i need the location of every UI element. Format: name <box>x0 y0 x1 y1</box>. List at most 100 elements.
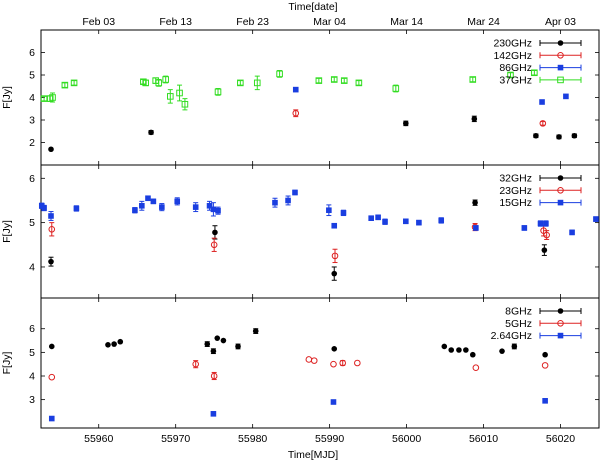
y-tick-label: 5 <box>29 217 35 229</box>
data-point <box>132 207 138 214</box>
data-point <box>48 146 54 153</box>
data-point <box>48 373 56 381</box>
data-point <box>375 214 381 221</box>
data-point <box>48 415 55 422</box>
legend-entry: 2.64GHz <box>491 330 582 342</box>
panel-frame <box>40 297 600 429</box>
date-tick-label: Mar 14 <box>390 16 423 28</box>
y-axis-title: F[Jy] <box>1 220 13 243</box>
date-tick-label: Feb 23 <box>236 16 269 28</box>
data-point <box>542 351 548 358</box>
data-point <box>48 258 54 265</box>
data-point <box>331 222 338 229</box>
date-tick-label: Feb 03 <box>82 16 115 28</box>
data-point <box>521 225 528 231</box>
data-point <box>539 99 545 105</box>
series-15GHz <box>38 189 599 236</box>
data-point <box>403 218 409 225</box>
data-point <box>210 348 217 354</box>
legend-label: 2.64GHz <box>491 330 532 342</box>
y-tick-label: 5 <box>29 347 35 359</box>
data-point <box>105 342 111 348</box>
legend-label: 86GHz <box>499 62 532 74</box>
date-tick-label: Mar 04 <box>313 16 346 28</box>
y-tick-label: 2 <box>29 137 35 149</box>
x-tick-label: 56010 <box>469 433 498 445</box>
data-point <box>441 343 448 350</box>
data-point <box>210 206 217 213</box>
legend-label: 23GHz <box>499 185 532 197</box>
data-point <box>539 120 547 127</box>
series-37GHz <box>40 69 538 111</box>
data-point <box>471 116 478 122</box>
legend-label: 15GHz <box>499 197 532 209</box>
legend-entry: 8GHz <box>505 306 582 318</box>
data-point <box>176 89 183 97</box>
data-point <box>556 134 562 140</box>
data-point <box>174 198 181 205</box>
series-32GHz <box>48 199 548 281</box>
data-point <box>292 109 300 117</box>
data-point <box>162 76 169 83</box>
data-point <box>150 198 157 205</box>
data-point <box>159 204 165 210</box>
data-point <box>73 205 80 212</box>
y-tick-label: 3 <box>29 394 35 406</box>
data-point <box>210 241 218 249</box>
y-tick-label: 4 <box>29 371 35 383</box>
legend-entry: 37GHz <box>499 74 582 86</box>
date-tick-label: Apr 03 <box>545 16 576 28</box>
legend-label: 37GHz <box>499 74 532 86</box>
legend-entry: 142GHz <box>493 50 582 62</box>
legend-label: 32GHz <box>499 173 532 185</box>
data-point <box>403 120 409 127</box>
data-point <box>48 225 56 233</box>
data-point <box>331 252 339 260</box>
data-point <box>210 411 217 417</box>
data-point <box>499 348 505 354</box>
data-point <box>155 79 163 87</box>
data-point <box>416 219 422 226</box>
y-tick-label: 4 <box>29 92 35 104</box>
data-point <box>472 199 478 206</box>
legend-label: 230GHz <box>493 38 532 50</box>
data-point <box>339 359 347 367</box>
data-point <box>330 360 337 368</box>
top-axis-title: Time[date] <box>288 1 337 13</box>
data-point <box>220 337 227 344</box>
bottom-mjd-ticks: 55960 55970 55980 55990 56000 56010 56020 <box>84 433 575 445</box>
legend-entry: 5GHz <box>505 318 582 330</box>
series-86GHz <box>292 86 569 105</box>
y-tick-label: 4 <box>29 261 35 273</box>
data-point <box>148 129 154 136</box>
data-point <box>340 210 347 216</box>
x-tick-label: 55980 <box>238 433 267 445</box>
data-point <box>48 343 55 350</box>
data-point <box>145 195 151 202</box>
data-point <box>40 95 48 102</box>
data-point <box>49 94 56 101</box>
data-point <box>340 77 348 84</box>
data-point <box>531 69 538 77</box>
data-point <box>210 372 218 380</box>
x-tick-label: 55990 <box>315 433 344 445</box>
data-point <box>537 220 544 227</box>
data-point <box>330 399 337 405</box>
data-point <box>142 79 149 87</box>
y-tick-label: 5 <box>29 70 35 82</box>
data-point <box>192 360 200 368</box>
data-point <box>61 81 69 89</box>
series-5GHz <box>48 356 549 381</box>
data-point <box>235 343 241 350</box>
x-tick-label: 56000 <box>392 433 421 445</box>
data-point <box>533 132 539 139</box>
data-point <box>192 204 199 210</box>
legend-marker <box>557 64 564 71</box>
data-point <box>252 328 259 334</box>
data-point <box>511 343 518 350</box>
data-point <box>310 357 318 364</box>
y-tick-label: 6 <box>29 47 35 59</box>
data-point <box>438 217 445 224</box>
